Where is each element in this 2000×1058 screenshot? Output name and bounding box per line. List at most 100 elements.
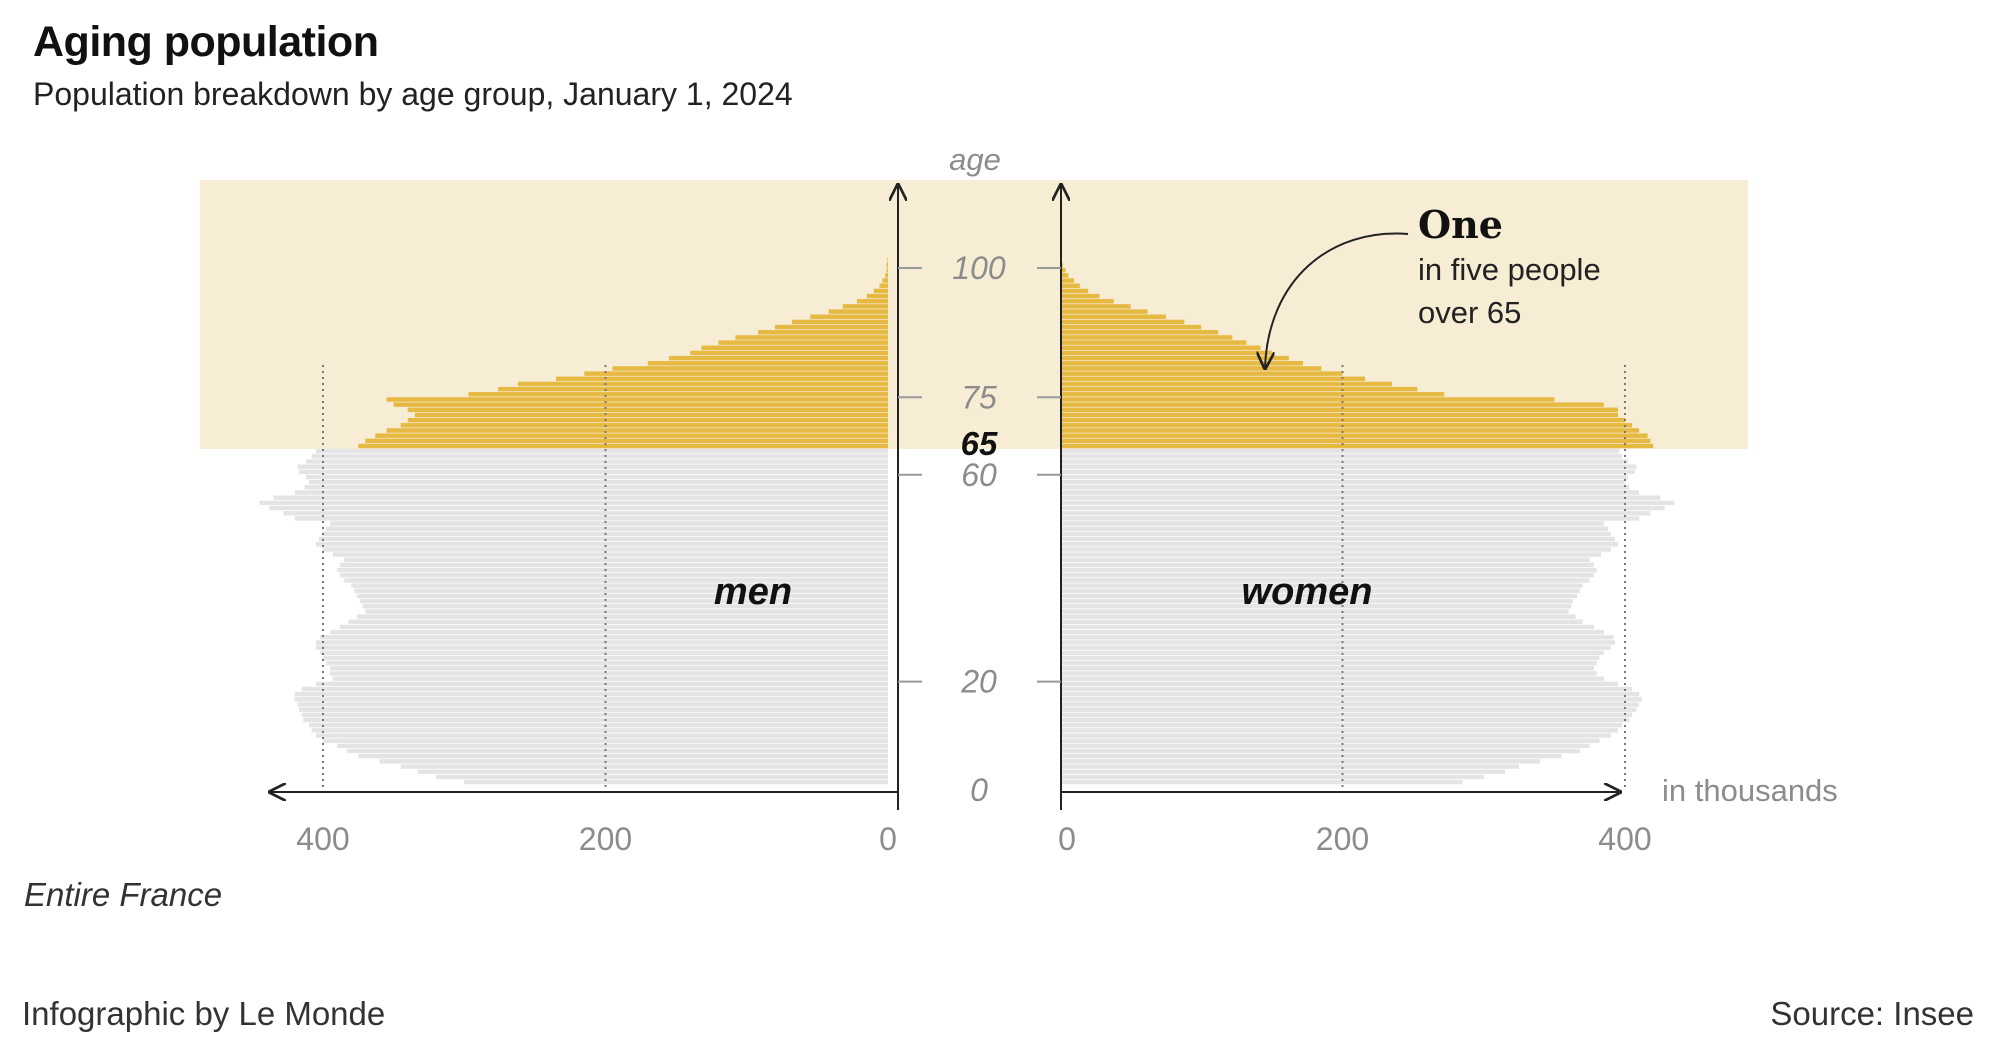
women-bar-age-88 xyxy=(1060,324,1202,330)
men-bar-age-95 xyxy=(873,288,888,294)
women-bar-age-7 xyxy=(1060,743,1590,749)
women-bar-age-31 xyxy=(1060,619,1583,625)
women-bars xyxy=(1060,257,1675,785)
women-series-label: women xyxy=(1242,571,1373,613)
women-bar-age-52 xyxy=(1060,510,1651,516)
men-bar-age-76 xyxy=(498,386,888,392)
women-bar-age-47 xyxy=(1060,536,1616,542)
men-bar-age-28 xyxy=(320,635,888,640)
women-bar-age-73 xyxy=(1060,402,1604,407)
women-x-tick-400: 400 xyxy=(1598,821,1651,857)
women-bar-age-15 xyxy=(1060,702,1640,707)
men-bar-age-22 xyxy=(330,666,888,671)
x-tick-labels: 400 200 0 0 200 400 xyxy=(296,821,1651,857)
women-bar-age-96 xyxy=(1060,283,1080,288)
women-bar-age-38 xyxy=(1060,583,1583,588)
axes xyxy=(270,185,1620,810)
women-bar-age-10 xyxy=(1060,728,1618,733)
men-bar-age-24 xyxy=(323,655,888,661)
men-bar-age-101 xyxy=(887,257,888,263)
women-bar-age-14 xyxy=(1060,707,1637,712)
men-bar-age-86 xyxy=(735,335,888,340)
men-bar-age-58 xyxy=(308,479,888,485)
women-bar-age-51 xyxy=(1060,516,1640,521)
men-bar-age-34 xyxy=(362,604,888,609)
men-bar-age-64 xyxy=(315,448,888,454)
women-bar-age-68 xyxy=(1060,428,1640,433)
women-bar-age-4 xyxy=(1060,759,1541,764)
men-bar-age-44 xyxy=(332,552,888,557)
women-bar-age-76 xyxy=(1060,386,1418,392)
women-bar-age-69 xyxy=(1060,423,1633,428)
men-bar-age-7 xyxy=(337,743,888,749)
women-bar-age-91 xyxy=(1060,309,1148,314)
men-bar-age-30 xyxy=(339,624,888,630)
men-bar-age-98 xyxy=(885,273,888,278)
region-note: Entire France xyxy=(24,876,223,913)
gridlines xyxy=(322,365,1626,790)
men-bar-age-55 xyxy=(273,495,888,500)
women-bar-age-16 xyxy=(1060,697,1642,702)
men-series-label: men xyxy=(714,571,792,613)
women-bar-age-57 xyxy=(1060,485,1630,490)
women-bar-age-84 xyxy=(1060,345,1261,350)
women-bar-age-63 xyxy=(1060,454,1623,459)
men-bar-age-27 xyxy=(315,640,888,645)
men-bar-age-37 xyxy=(354,588,888,593)
men-bar-age-51 xyxy=(294,516,888,521)
women-bar-age-71 xyxy=(1060,412,1618,418)
women-bar-age-29 xyxy=(1060,629,1604,635)
men-bar-age-74 xyxy=(386,397,888,402)
men-bar-age-10 xyxy=(311,728,888,733)
men-bar-age-52 xyxy=(283,510,888,516)
women-bar-age-64 xyxy=(1060,448,1620,454)
women-bar-age-41 xyxy=(1060,567,1597,573)
women-bar-age-46 xyxy=(1060,542,1618,547)
women-bar-age-32 xyxy=(1060,614,1576,619)
men-bar-age-62 xyxy=(306,459,888,464)
women-bar-age-37 xyxy=(1060,588,1580,593)
men-bar-age-3 xyxy=(400,764,888,769)
men-bar-age-78 xyxy=(556,376,888,382)
men-bar-age-13 xyxy=(301,712,888,718)
men-bar-age-89 xyxy=(791,319,888,325)
men-x-tick-0: 0 xyxy=(879,821,897,857)
women-bar-age-86 xyxy=(1060,335,1233,340)
men-bar-age-8 xyxy=(323,738,888,743)
men-bar-age-56 xyxy=(294,490,888,495)
men-bar-age-21 xyxy=(330,671,888,676)
women-bar-age-72 xyxy=(1060,407,1618,413)
men-bar-age-71 xyxy=(414,412,888,418)
men-bar-age-0 xyxy=(464,779,888,785)
men-bar-age-35 xyxy=(359,598,889,604)
men-bar-age-39 xyxy=(344,578,888,583)
women-bar-age-49 xyxy=(1060,526,1609,531)
women-bar-age-54 xyxy=(1060,500,1675,506)
callout-headline: One xyxy=(1418,202,1503,247)
men-bar-age-29 xyxy=(330,629,888,635)
source-line: Source: Insee xyxy=(1770,995,1974,1032)
women-bar-age-24 xyxy=(1060,655,1600,661)
women-bar-age-28 xyxy=(1060,635,1614,640)
men-bar-age-91 xyxy=(828,309,888,314)
men-bar-age-14 xyxy=(298,707,888,712)
women-bar-age-81 xyxy=(1060,361,1303,366)
women-bar-age-33 xyxy=(1060,609,1569,614)
men-bar-age-88 xyxy=(775,324,888,330)
men-bar-age-67 xyxy=(375,433,888,438)
men-bars xyxy=(259,257,889,785)
men-bar-age-40 xyxy=(339,573,888,578)
age-tick-label-0: 0 xyxy=(970,772,988,808)
women-bar-age-42 xyxy=(1060,562,1594,568)
women-bar-age-78 xyxy=(1060,376,1366,382)
age-tick-label-65: 65 xyxy=(961,425,998,462)
women-bar-age-60 xyxy=(1060,469,1635,475)
men-bar-age-79 xyxy=(584,371,888,376)
women-bar-age-62 xyxy=(1060,459,1628,464)
women-bar-age-93 xyxy=(1060,299,1114,304)
men-bar-age-17 xyxy=(294,691,888,697)
age-tick-label-60: 60 xyxy=(961,457,997,493)
women-bar-age-35 xyxy=(1060,598,1573,604)
age-tick-label-75: 75 xyxy=(961,379,997,415)
